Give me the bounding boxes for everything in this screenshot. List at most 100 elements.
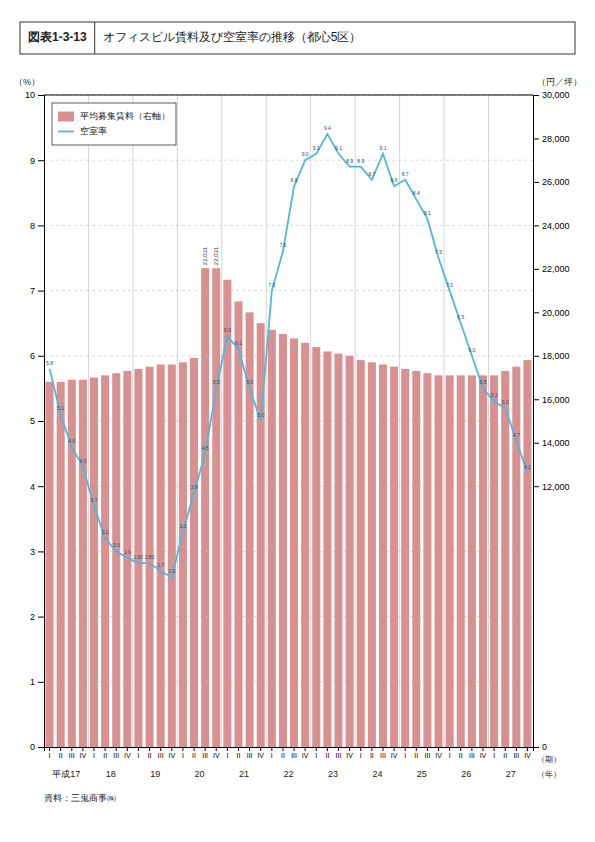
bar — [357, 360, 365, 747]
bar — [190, 358, 198, 747]
tick-mark — [533, 95, 539, 96]
tick-mark — [227, 747, 228, 751]
data-label: 9.0 — [302, 151, 309, 157]
tick: IV — [435, 747, 442, 759]
tick: II — [59, 747, 63, 759]
grid-line — [44, 160, 533, 161]
tick: I — [137, 747, 139, 759]
tick-mark — [38, 95, 44, 96]
tick-mark — [482, 747, 483, 751]
tick-mark — [38, 421, 44, 422]
tick: 24,000 — [533, 221, 570, 231]
data-label: 5.8 — [46, 360, 53, 366]
tick: III — [469, 747, 475, 759]
bar — [57, 382, 65, 747]
tick-mark — [505, 747, 506, 751]
group-separator — [488, 95, 489, 747]
tick: II — [325, 747, 329, 759]
tick-mark — [71, 747, 72, 751]
data-label: 9.1 — [313, 145, 320, 151]
tick-mark — [533, 399, 539, 400]
tick-mark — [294, 747, 295, 751]
data-label: 7.0 — [268, 282, 275, 288]
bar — [79, 380, 87, 747]
bar — [523, 360, 531, 747]
x-group-label: 平成17 — [52, 769, 80, 779]
data-label: 5.3 — [491, 392, 498, 398]
data-label: 2.9 — [124, 549, 131, 555]
tick: II — [414, 747, 418, 759]
tick-mark — [471, 747, 472, 751]
tick-label: I — [449, 752, 451, 759]
data-label: 8.7 — [402, 171, 409, 177]
tick-mark — [171, 747, 172, 751]
tick-label: 6 — [30, 351, 35, 361]
tick-label: 30,000 — [542, 90, 570, 100]
tick-label: IV — [168, 752, 175, 759]
legend-swatch — [58, 112, 74, 122]
data-label: 4.2 — [524, 464, 531, 470]
tick-mark — [182, 747, 183, 751]
bar — [268, 330, 276, 747]
figure-label: 図表1-3-13 — [28, 30, 87, 44]
bar — [390, 367, 398, 747]
data-label: 5.5 — [213, 379, 220, 385]
tick-mark — [427, 747, 428, 751]
bar — [512, 367, 520, 747]
data-label: 3.3 — [179, 523, 186, 529]
tick-mark — [449, 747, 450, 751]
tick-mark — [38, 682, 44, 683]
tick: IV — [124, 747, 131, 759]
tick-label: I — [315, 752, 317, 759]
tick: 4 — [30, 482, 44, 492]
tick: I — [226, 747, 228, 759]
group-separator — [88, 95, 89, 747]
tick-label: III — [513, 752, 519, 759]
tick-label: III — [291, 752, 297, 759]
data-label: 2.6 — [168, 568, 175, 574]
tick-mark — [116, 747, 117, 751]
tick: III — [69, 747, 75, 759]
tick: IV — [391, 747, 398, 759]
tick-label: IV — [524, 752, 531, 759]
line — [50, 134, 528, 577]
x-group-label: 24 — [372, 769, 382, 779]
tick-label: III — [380, 752, 386, 759]
tick-label: IV — [124, 752, 131, 759]
group-separator — [177, 95, 178, 747]
tick-label: 18,000 — [542, 351, 570, 361]
y2-axis: 012,00014,00016,00018,00020,00022,00024,… — [533, 90, 570, 752]
tick: I — [271, 747, 273, 759]
source: 資料：三鬼商事㈱ — [44, 793, 116, 803]
tick-mark — [371, 747, 372, 751]
tick-label: I — [49, 752, 51, 759]
tick: 10 — [25, 90, 44, 100]
tick: 26,000 — [533, 177, 570, 187]
tick-label: II — [370, 752, 374, 759]
tick: 6 — [30, 351, 44, 361]
tick: III — [424, 747, 430, 759]
tick: 2 — [30, 612, 44, 622]
axis-line — [38, 96, 45, 748]
tick-label: I — [271, 752, 273, 759]
tick: III — [158, 747, 164, 759]
tick: IV — [257, 747, 264, 759]
tick-label: III — [158, 752, 164, 759]
tick: 7 — [30, 286, 44, 296]
tick-mark — [533, 443, 539, 444]
chart: 図表1-3-13オフィスビル賃料及び空室率の推移（都心5区） 22,03122,0… — [0, 0, 595, 842]
data-labels: 22,03122,0315.85.14.64.33.73.23.02.92.82… — [46, 125, 531, 574]
marks — [46, 134, 532, 747]
data-label: 6.5 — [457, 314, 464, 320]
tick-label: 24,000 — [542, 221, 570, 231]
tick: 16,000 — [533, 395, 570, 405]
data-label: 8.7 — [368, 171, 375, 177]
tick-mark — [327, 747, 328, 751]
legend-frame — [52, 103, 176, 145]
tick-mark — [194, 747, 195, 751]
bar — [335, 354, 343, 747]
title-box: 図表1-3-13オフィスビル賃料及び空室率の推移（都心5区） — [20, 22, 575, 54]
tick-mark — [38, 356, 44, 357]
tick-mark — [533, 138, 539, 139]
tick-label: III — [469, 752, 475, 759]
